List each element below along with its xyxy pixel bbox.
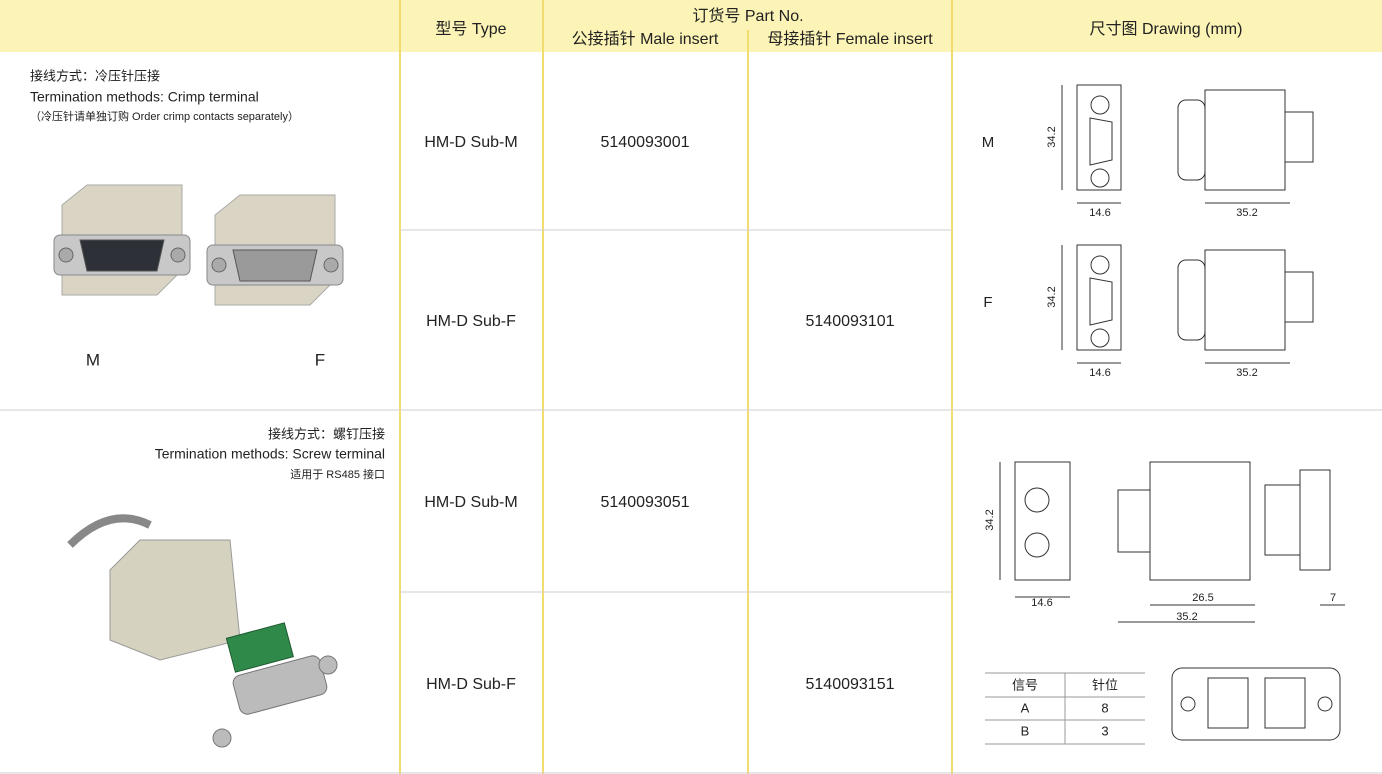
text: HM-D Sub-F bbox=[426, 313, 516, 330]
screw bbox=[323, 257, 339, 273]
text: F bbox=[315, 350, 325, 369]
text: 35.2 bbox=[1236, 207, 1257, 219]
d-outline bbox=[1089, 277, 1113, 326]
side-shell bbox=[1284, 111, 1314, 163]
text: 5140093151 bbox=[806, 676, 895, 693]
text: 14.6 bbox=[1089, 207, 1110, 219]
text: 35.2 bbox=[1236, 367, 1257, 379]
header-band bbox=[0, 0, 1382, 52]
text: 型号 Type bbox=[435, 20, 506, 38]
front-view bbox=[1076, 244, 1122, 351]
body-flange bbox=[1117, 489, 1151, 553]
front-view bbox=[1014, 461, 1071, 581]
hole bbox=[1090, 168, 1110, 188]
side-view bbox=[1204, 89, 1286, 191]
text: 3 bbox=[1101, 723, 1108, 738]
side-shell bbox=[1284, 271, 1314, 323]
text: 接线方式：冷压针压接 bbox=[30, 68, 160, 83]
side-flange bbox=[1177, 99, 1206, 181]
hole bbox=[1090, 255, 1110, 275]
text: 35.2 bbox=[1176, 611, 1197, 623]
screw bbox=[318, 655, 338, 675]
text: M bbox=[86, 350, 100, 369]
text: HM-D Sub-M bbox=[424, 494, 517, 511]
text: 适用于 RS485 接口 bbox=[290, 468, 385, 481]
text: M bbox=[982, 134, 995, 151]
terminal-block bbox=[1207, 677, 1249, 729]
connector-outline bbox=[1171, 667, 1341, 741]
side-shell bbox=[1299, 469, 1331, 571]
text: 8 bbox=[1101, 700, 1108, 715]
side-flange bbox=[1177, 259, 1206, 341]
text: 信号 bbox=[1012, 677, 1038, 692]
side-view bbox=[1204, 249, 1286, 351]
text: B bbox=[1021, 723, 1030, 738]
text: 5140093051 bbox=[601, 494, 690, 511]
text: 14.6 bbox=[1031, 597, 1052, 609]
mount-hole bbox=[1317, 696, 1333, 712]
terminal-block bbox=[225, 622, 294, 673]
front-view bbox=[1076, 84, 1122, 191]
text: 接线方式：螺钉压接 bbox=[268, 426, 385, 441]
text: 母接插针 Female insert bbox=[767, 30, 933, 48]
text: 34.2 bbox=[984, 509, 996, 530]
text: Termination methods: Crimp terminal bbox=[30, 89, 259, 105]
text: 7 bbox=[1330, 592, 1336, 604]
hole bbox=[1090, 328, 1110, 348]
text: 5140093001 bbox=[601, 134, 690, 151]
text: 26.5 bbox=[1192, 592, 1213, 604]
screw bbox=[211, 257, 227, 273]
d-shell bbox=[232, 655, 328, 715]
text: 5140093101 bbox=[806, 313, 895, 330]
d-shell bbox=[79, 239, 165, 272]
terminal bbox=[1024, 487, 1050, 513]
text: HM-D Sub-M bbox=[424, 134, 517, 151]
text: 公接插针 Male insert bbox=[572, 30, 719, 48]
screw bbox=[212, 728, 232, 748]
text: F bbox=[983, 294, 992, 311]
text: 针位 bbox=[1092, 677, 1118, 692]
text: 尺寸图 Drawing (mm) bbox=[1090, 20, 1243, 38]
screw bbox=[170, 247, 186, 263]
text: （冷压针请单独订购 Order crimp contacts separatel… bbox=[30, 109, 299, 123]
clip bbox=[67, 514, 152, 548]
d-shell bbox=[232, 249, 318, 282]
d-outline bbox=[1089, 117, 1113, 166]
text: 14.6 bbox=[1089, 367, 1110, 379]
text: 34.2 bbox=[1046, 286, 1058, 307]
connector-body bbox=[109, 539, 241, 661]
side-view bbox=[1264, 484, 1301, 556]
terminal-block bbox=[1264, 677, 1306, 729]
text: A bbox=[1021, 700, 1030, 715]
terminal bbox=[1024, 532, 1050, 558]
body-view bbox=[1149, 461, 1251, 581]
mount-hole bbox=[1180, 696, 1196, 712]
text: Termination methods: Screw terminal bbox=[155, 446, 385, 462]
text: HM-D Sub-F bbox=[426, 676, 516, 693]
text: 34.2 bbox=[1046, 126, 1058, 147]
screw bbox=[58, 247, 74, 263]
hole bbox=[1090, 95, 1110, 115]
text: 订货号 Part No. bbox=[692, 7, 803, 25]
